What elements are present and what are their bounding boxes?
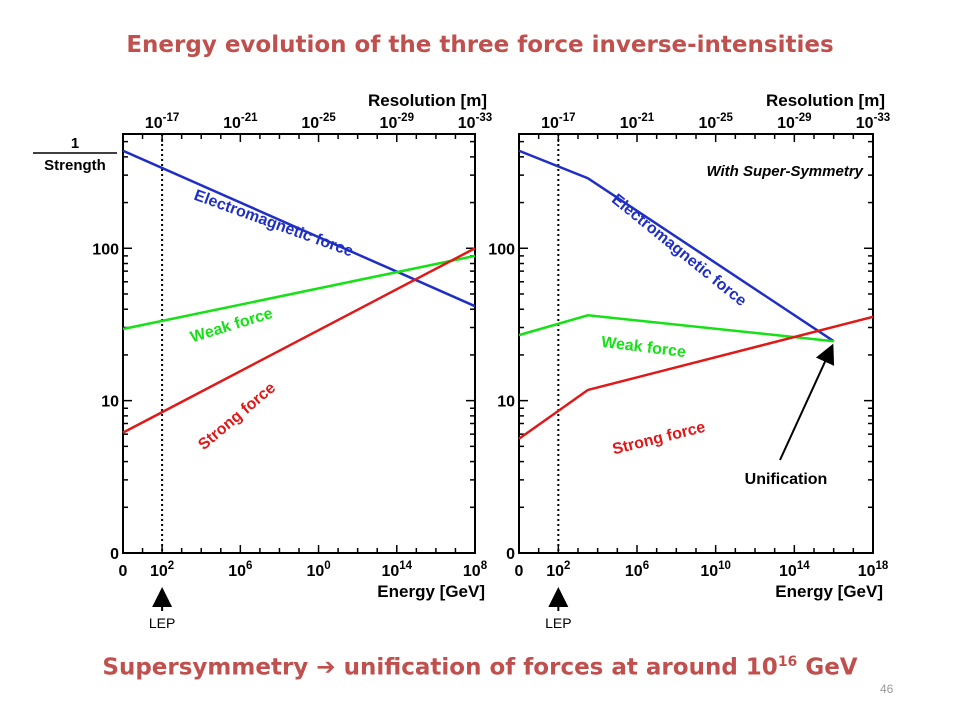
super-symmetry-annotation: With Super-Symmetry <box>706 163 863 180</box>
x-tick-label: 0 <box>119 563 128 580</box>
y-tick-label: 10 <box>497 394 515 411</box>
x-tick-label: 102 <box>150 560 174 580</box>
x-tick-label: 1010 <box>700 560 731 580</box>
x-tick-label: 106 <box>228 560 252 580</box>
bottom-title: Supersymmetry ➔ unification of forces at… <box>0 654 960 681</box>
bottom-title-before: Supersymmetry <box>102 654 309 681</box>
x-tick-label: 1014 <box>381 560 412 580</box>
top-tick-label: 10-17 <box>541 112 575 132</box>
x-tick-label: 108 <box>463 560 488 580</box>
weak-force-label: Weak force <box>600 334 687 361</box>
top-tick-label: 10-17 <box>145 112 179 132</box>
electromagnetic-force-label: Electromagnetic force <box>192 187 356 260</box>
top-tick-label: 10-25 <box>698 112 733 132</box>
electromagnetic-force-line <box>518 149 835 343</box>
top-tick-label: 10-21 <box>223 112 258 132</box>
bottom-title-unit: GeV <box>805 654 858 681</box>
right-arrow-icon: ➔ <box>316 654 336 681</box>
top-tick-label: 10-33 <box>458 112 492 132</box>
top-tick-label: 10-29 <box>380 112 414 132</box>
weak-force-label: Weak force <box>189 305 275 346</box>
y-tick-label: 100 <box>488 241 515 258</box>
lep-label: LEP <box>149 615 175 631</box>
y-axis-label-denominator: Strength <box>44 157 106 174</box>
top-tick-label: 10-29 <box>777 112 811 132</box>
electromagnetic-force-label: Electromagnetic force <box>608 191 749 310</box>
bottom-title-after: unification of forces at around 10 <box>343 654 778 681</box>
strong-force-label: Strong force <box>195 379 279 453</box>
y-tick-label: 10 <box>101 394 119 411</box>
weak-force-line <box>122 254 476 331</box>
bottom-title-exponent: 16 <box>777 654 798 670</box>
lep-label: LEP <box>545 615 571 631</box>
top-axis-label: Resolution [m] <box>368 91 487 110</box>
x-tick-label: 102 <box>546 560 570 580</box>
y-tick-label: 100 <box>92 241 119 258</box>
plot-frame <box>518 133 874 554</box>
unification-label: Unification <box>745 471 828 488</box>
top-tick-label: 10-33 <box>856 112 890 132</box>
y-tick-label: 0 <box>110 546 119 563</box>
slide-title: Energy evolution of the three force inve… <box>126 32 834 58</box>
y-axis-label-numerator: 1 <box>71 135 79 152</box>
x-tick-label: 1014 <box>779 560 810 580</box>
strong-force-label: Strong force <box>611 419 708 459</box>
unification-arrow <box>779 343 835 461</box>
x-axis-label: Energy [GeV] <box>775 582 883 601</box>
top-tick-label: 10-25 <box>301 112 336 132</box>
x-tick-label: 1018 <box>858 560 889 580</box>
y-tick-label: 0 <box>506 546 515 563</box>
x-axis-label: Energy [GeV] <box>377 582 485 601</box>
x-tick-label: 0 <box>515 563 524 580</box>
right-chart: 0 102 106 1010 1014 1018 10-17 10-21 10-25 10-29 1… <box>488 91 890 631</box>
page-number: 46 <box>880 682 894 696</box>
top-tick-label: 10-21 <box>620 112 655 132</box>
plot-frame <box>122 133 476 554</box>
top-axis-label: Resolution [m] <box>766 91 885 110</box>
strong-force-line <box>122 247 476 434</box>
x-tick-label: 100 <box>306 560 330 580</box>
x-tick-label: 106 <box>625 560 649 580</box>
strong-force-line <box>518 315 874 440</box>
weak-force-line <box>518 314 834 343</box>
